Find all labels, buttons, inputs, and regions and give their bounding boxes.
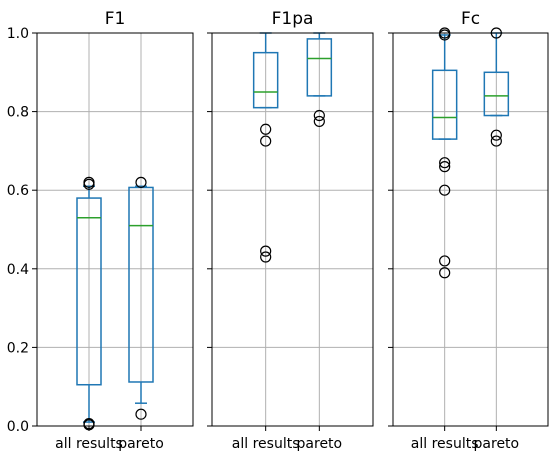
flier-point-1 — [490, 135, 502, 147]
flier-point-3 — [260, 135, 272, 147]
flier-point-1 — [313, 115, 325, 128]
panel-title: Fc — [461, 9, 480, 29]
box-iqr — [76, 197, 102, 386]
y-tick-label: 0.4 — [7, 262, 29, 278]
x-tick-label: all results — [55, 436, 123, 452]
flier-point-1 — [439, 267, 451, 279]
y-tick-label: 0.2 — [7, 340, 29, 356]
flier-point-3 — [439, 184, 451, 196]
y-tick-label: 0.0 — [7, 419, 29, 435]
x-tick-label: pareto — [474, 436, 520, 452]
panel-frame — [392, 32, 549, 427]
flier-point-2 — [135, 176, 147, 188]
box-2 — [128, 176, 154, 420]
box-iqr — [306, 38, 333, 97]
y-tick-label: 0.8 — [7, 105, 29, 121]
box-iqr — [431, 69, 458, 140]
y-tick-label: 0.6 — [7, 183, 29, 199]
box-1 — [76, 176, 102, 431]
panel-frame — [211, 32, 374, 427]
flier-point-4 — [260, 123, 272, 135]
x-tick-label: all results — [232, 436, 300, 452]
panel-title: F1pa — [272, 9, 314, 29]
flier-point-1 — [135, 408, 147, 420]
box-iqr — [483, 71, 510, 117]
flier-point-2 — [490, 129, 502, 141]
box-1 — [431, 27, 458, 279]
flier-point-5 — [439, 157, 451, 169]
flier-point-4 — [439, 161, 451, 173]
box-2 — [483, 27, 510, 147]
flier-point-2 — [313, 109, 325, 122]
panel-title: F1 — [105, 9, 126, 29]
flier-point-1 — [260, 251, 272, 263]
box-iqr — [252, 51, 279, 109]
flier-point-2 — [439, 255, 451, 267]
y-tick-label: 1.0 — [7, 26, 29, 42]
flier-point-4 — [83, 176, 95, 188]
x-tick-label: pareto — [118, 436, 164, 452]
box-2 — [306, 32, 333, 128]
panel-frame — [36, 32, 194, 427]
flier-point-2 — [260, 245, 272, 257]
x-tick-label: all results — [411, 436, 479, 452]
x-tick-label: pareto — [297, 436, 343, 452]
